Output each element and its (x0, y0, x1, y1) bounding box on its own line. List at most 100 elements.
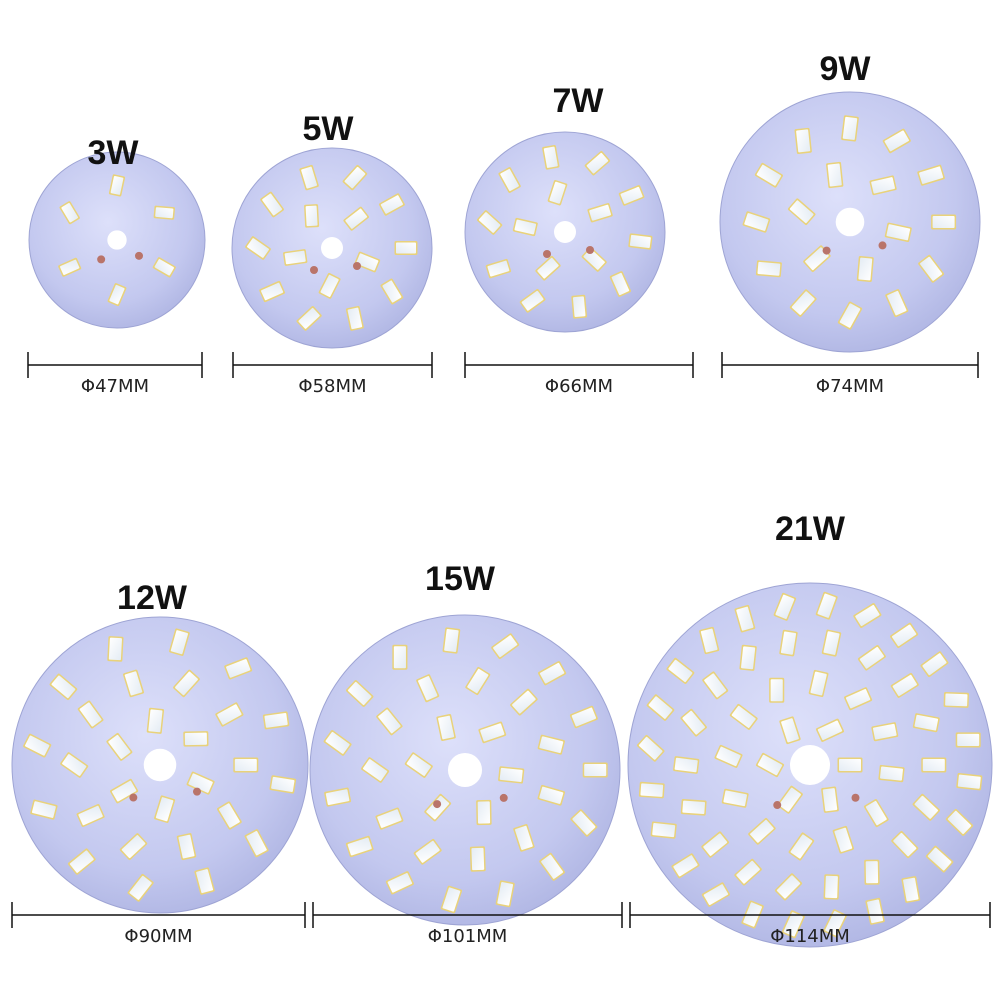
led-face (704, 673, 727, 698)
led-chip (60, 752, 89, 778)
led-face (539, 786, 564, 804)
led-chip (392, 644, 408, 670)
led-face (810, 671, 827, 696)
led-face (932, 215, 955, 229)
led-face (893, 832, 917, 857)
led-chip (742, 211, 771, 233)
led-face (731, 705, 756, 728)
led-chip (890, 672, 919, 698)
led-chip (176, 833, 197, 861)
led-face (571, 707, 597, 727)
led-face (61, 203, 79, 223)
led-face (497, 882, 514, 906)
led-chip (714, 744, 743, 768)
led-face (825, 910, 846, 936)
led-chip (921, 757, 947, 773)
led-face (914, 714, 939, 731)
led-chip (871, 722, 899, 742)
led-chip (721, 788, 749, 808)
led-face (674, 757, 698, 773)
led-chip (955, 732, 981, 748)
led-face (736, 860, 760, 884)
led-chip (646, 694, 675, 721)
led-chip (699, 626, 720, 655)
led-chip (23, 733, 52, 758)
led-face (775, 594, 795, 619)
led-face (60, 259, 80, 275)
led-chip (931, 214, 957, 230)
led-chip (912, 793, 940, 821)
led-face (438, 715, 455, 740)
led-face (884, 130, 909, 152)
led-chip (882, 128, 911, 154)
led-face (471, 847, 485, 871)
led-face (109, 284, 125, 305)
led-chip (680, 798, 707, 816)
led-face (790, 834, 813, 859)
led-face (780, 631, 797, 655)
led-face (865, 800, 887, 826)
led-chip (361, 757, 390, 783)
solder-pad (129, 793, 138, 802)
led-chip (823, 874, 840, 900)
led-face (572, 296, 586, 318)
solder-pad (586, 246, 594, 254)
solder-pad (135, 251, 143, 260)
led-chip (774, 873, 803, 901)
led-face (611, 272, 630, 296)
led-chip (587, 203, 613, 223)
led-chip (259, 280, 285, 303)
led-chip (215, 702, 244, 727)
solder-pad (543, 250, 551, 258)
center-hole (835, 207, 865, 237)
led-face (822, 788, 838, 812)
led-chip (510, 688, 538, 716)
led-chip (628, 233, 653, 250)
led-chip (465, 666, 491, 696)
led-chip (869, 175, 897, 196)
led-face (347, 307, 363, 330)
led-chip (498, 766, 525, 784)
led-face (586, 152, 609, 174)
pcb-board (28, 151, 206, 329)
led-chip (748, 817, 776, 845)
led-chip (584, 150, 611, 176)
led-face (839, 303, 861, 328)
led-face (325, 731, 350, 754)
led-face (418, 676, 438, 701)
solder-pad (851, 793, 860, 802)
led-chip (436, 713, 456, 742)
led-face (377, 809, 402, 828)
led-face (284, 250, 306, 265)
led-chip (925, 845, 954, 873)
diameter-label: Φ66MM (545, 376, 613, 397)
solder-pad (499, 793, 508, 802)
dimension-line (721, 352, 979, 378)
led-face (264, 713, 288, 728)
led-face (892, 674, 917, 696)
led-face (121, 835, 146, 859)
led-face (867, 899, 884, 924)
pcb-board (464, 131, 666, 333)
led-face (62, 754, 87, 776)
led-face (363, 759, 388, 781)
led-chip (729, 703, 758, 730)
led-chip (638, 781, 665, 799)
led-chip (376, 707, 403, 736)
led-chip (146, 707, 165, 734)
led-face (584, 763, 607, 777)
led-chip (413, 838, 442, 865)
led-face (700, 628, 718, 653)
led-chip (476, 799, 492, 826)
led-face (378, 709, 401, 734)
led-chip (884, 222, 912, 243)
led-face (859, 646, 884, 669)
led-chip (416, 674, 440, 703)
led-face (957, 733, 980, 746)
led-face (344, 166, 366, 189)
solder-pad (193, 787, 201, 796)
led-face (723, 790, 747, 807)
led-face (549, 181, 566, 204)
led-face (750, 819, 774, 843)
